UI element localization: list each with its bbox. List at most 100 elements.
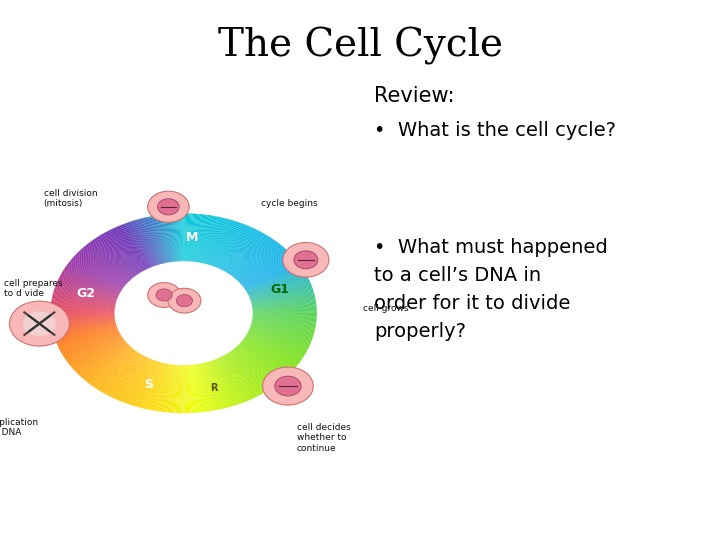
Wedge shape [217,226,251,269]
Wedge shape [81,248,132,280]
Wedge shape [59,332,120,350]
Wedge shape [187,213,192,262]
Wedge shape [163,364,174,412]
Wedge shape [114,357,148,399]
Wedge shape [210,360,235,406]
Wedge shape [94,239,138,275]
Wedge shape [184,364,185,413]
Wedge shape [237,251,288,281]
Wedge shape [202,362,222,409]
Wedge shape [111,229,147,270]
Wedge shape [166,364,175,413]
Wedge shape [81,249,131,281]
Wedge shape [243,262,299,287]
Wedge shape [209,361,233,406]
Wedge shape [58,330,119,347]
Wedge shape [71,260,126,286]
Wedge shape [222,231,259,271]
Wedge shape [230,240,275,276]
Wedge shape [171,364,178,413]
Wedge shape [222,355,260,395]
Wedge shape [206,362,228,408]
Wedge shape [102,233,143,273]
Wedge shape [62,272,122,292]
Wedge shape [202,362,220,409]
Wedge shape [245,268,303,291]
Wedge shape [173,213,179,262]
Wedge shape [90,350,136,385]
Wedge shape [250,327,312,340]
Wedge shape [199,363,214,411]
Wedge shape [187,364,192,413]
Wedge shape [248,281,310,297]
Wedge shape [252,312,317,313]
Wedge shape [250,287,312,300]
Wedge shape [246,272,305,292]
Wedge shape [246,334,305,355]
Wedge shape [228,352,271,389]
Wedge shape [217,357,251,400]
Wedge shape [105,355,144,395]
Wedge shape [60,333,121,352]
Text: S: S [145,378,153,391]
Wedge shape [188,364,193,413]
Wedge shape [64,268,122,291]
Wedge shape [141,362,163,408]
Wedge shape [251,320,316,326]
Wedge shape [51,320,116,326]
Wedge shape [68,339,125,364]
Circle shape [263,367,313,405]
Wedge shape [72,341,127,368]
Wedge shape [143,218,163,264]
Wedge shape [132,220,158,266]
Wedge shape [76,254,129,283]
Wedge shape [61,333,121,353]
Wedge shape [199,363,216,410]
Wedge shape [251,323,314,334]
Text: The Cell Cycle: The Cell Cycle [217,27,503,65]
Wedge shape [94,352,138,388]
Wedge shape [113,357,148,399]
Wedge shape [50,312,115,313]
Wedge shape [50,312,115,313]
Wedge shape [230,350,275,386]
Wedge shape [113,228,148,269]
Wedge shape [66,266,123,289]
Wedge shape [60,276,120,294]
Wedge shape [60,274,121,294]
Wedge shape [83,247,132,280]
Wedge shape [220,356,255,398]
Wedge shape [180,213,182,262]
Wedge shape [80,346,131,377]
Wedge shape [117,357,150,400]
Wedge shape [250,287,312,300]
Wedge shape [140,219,162,265]
Wedge shape [243,266,301,289]
Wedge shape [116,227,150,269]
Wedge shape [211,221,238,266]
Wedge shape [213,359,242,403]
Wedge shape [198,215,212,263]
Wedge shape [112,228,148,270]
Wedge shape [237,345,288,376]
Wedge shape [218,357,252,399]
Wedge shape [250,289,313,301]
Wedge shape [250,325,313,336]
Wedge shape [235,347,284,380]
Wedge shape [251,292,314,302]
Wedge shape [233,245,281,278]
Wedge shape [58,330,120,347]
Wedge shape [76,253,129,282]
Wedge shape [251,296,315,305]
Wedge shape [251,293,314,303]
Wedge shape [250,326,312,339]
Wedge shape [228,352,272,389]
Wedge shape [193,364,203,412]
Wedge shape [232,349,278,384]
Wedge shape [124,359,153,403]
Wedge shape [76,343,129,373]
Wedge shape [54,325,117,338]
Wedge shape [243,263,300,288]
Wedge shape [236,249,287,281]
Wedge shape [101,234,142,273]
